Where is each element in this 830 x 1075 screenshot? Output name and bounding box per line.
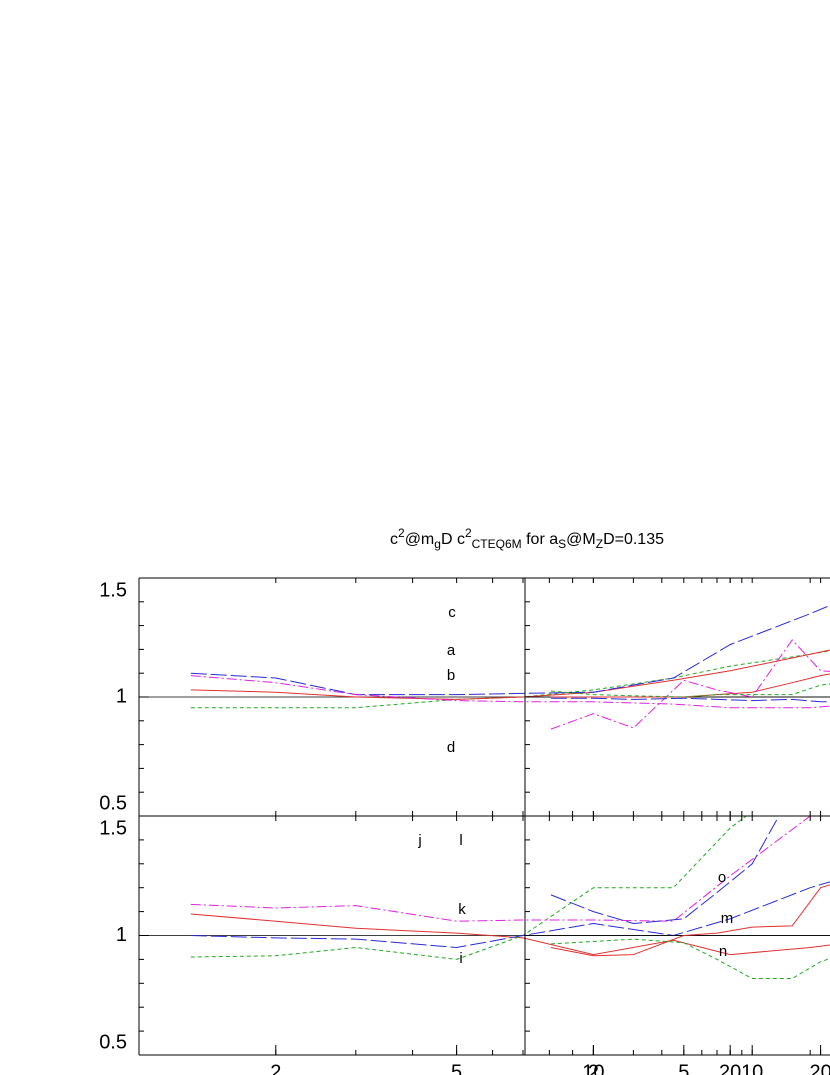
series-line — [190, 675, 830, 709]
title-part: c — [390, 531, 398, 548]
curve-label: d — [447, 739, 455, 756]
curve-label: j — [417, 832, 421, 849]
series-line — [190, 913, 830, 956]
title-part: CTEQ6M — [472, 537, 522, 551]
x-tick-label: 5 — [678, 1061, 689, 1075]
curve-label: o — [718, 869, 726, 886]
title-part: g — [434, 537, 441, 551]
curve-label: k — [458, 901, 466, 918]
curve-label: c — [448, 604, 456, 621]
series-line — [190, 816, 748, 960]
x-tick-label: 10 — [582, 1061, 604, 1075]
series-line — [550, 639, 830, 730]
title-part: Z — [596, 537, 603, 551]
y-tick-label: 1.5 — [99, 817, 127, 839]
series-line — [550, 938, 830, 979]
series-line — [550, 673, 830, 698]
x-tick-label: 2 — [270, 1061, 281, 1075]
title-part: 2 — [398, 526, 405, 540]
y-tick-label: 0.5 — [99, 1031, 127, 1053]
y-tick-label: 1 — [116, 685, 127, 707]
series-line — [190, 604, 830, 696]
curve-label: m — [721, 910, 734, 927]
curve-label: b — [447, 667, 455, 684]
curve-label: l — [459, 832, 462, 849]
series-line — [190, 649, 830, 700]
series-line — [550, 816, 780, 925]
title-part: 2 — [465, 526, 472, 540]
curve-label: a — [447, 642, 456, 659]
curve-label: n — [719, 943, 727, 960]
y-tick-label: 1.5 — [99, 579, 127, 601]
x-tick-label: 20 — [809, 1061, 830, 1075]
y-tick-label: 0.5 — [99, 792, 127, 814]
title-part: @M — [566, 531, 596, 548]
x-tick-label: 20 — [719, 1061, 741, 1075]
title-part: S — [558, 537, 566, 551]
title-part: @m — [405, 531, 435, 548]
series-line — [190, 816, 811, 922]
series-line — [550, 683, 830, 698]
x-tick-label: 2 — [588, 1061, 599, 1075]
title-part: D=0.135 — [603, 531, 664, 548]
title-part: for a — [522, 531, 559, 548]
series-line — [550, 697, 830, 703]
x-tick-label: 5 — [451, 1061, 462, 1075]
x-tick-label: 10 — [741, 1061, 763, 1075]
series-line — [550, 884, 830, 957]
series-line — [190, 881, 830, 949]
y-tick-label: 1 — [116, 924, 127, 946]
title-part: D c — [441, 531, 465, 548]
chart-title: c2@mgD c2CTEQ6M for aS@MZD=0.135 — [390, 526, 664, 551]
curve-label: i — [459, 950, 462, 967]
